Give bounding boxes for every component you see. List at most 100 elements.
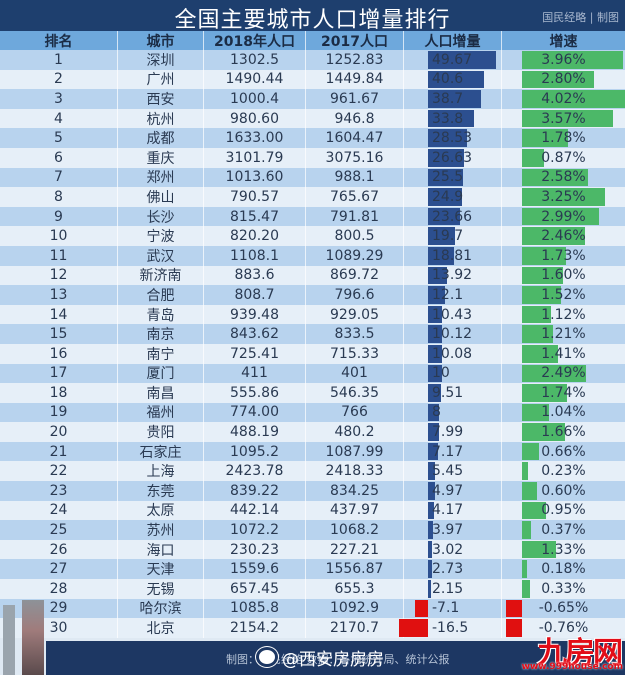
growth-bar [522, 521, 532, 539]
increase-value: 38.7 [432, 90, 464, 107]
increase-value: -7.1 [432, 600, 460, 617]
growth-bar [522, 325, 553, 343]
growth-cell: 1.66% [501, 422, 625, 442]
growth-value: 1.33% [541, 541, 586, 558]
pop2017-cell: 766 [305, 402, 403, 423]
growth-cell: 0.95% [501, 500, 625, 521]
rank-cell: 5 [54, 130, 63, 147]
growth-bar [522, 403, 549, 422]
increase-cell: 9.51 [403, 383, 501, 403]
increase-bar [428, 580, 431, 598]
growth-cell: 2.49% [501, 363, 625, 384]
pop2017-cell: 800.5 [305, 226, 403, 246]
increase-bar [428, 521, 434, 539]
pop2018-cell: 808.7 [203, 285, 305, 305]
rank-cell: 20 [49, 424, 68, 441]
rank-cell: 22 [49, 463, 68, 480]
increase-bar [428, 148, 465, 167]
growth-bar [522, 286, 561, 304]
city-cell: 合肥 [117, 285, 203, 305]
source-note: 制图：国民经略 数据：各地统计局、统计公报 [226, 653, 450, 666]
growth-bar [522, 207, 599, 226]
credit-label: 国民经略 | 制图 [542, 11, 619, 24]
growth-cell: 1.74% [501, 383, 625, 403]
column-header-pop2018: 2018年人口 [203, 31, 305, 50]
increase-bar [428, 188, 463, 206]
pop2017-cell: 961.67 [305, 89, 403, 109]
city-cell: 广州 [117, 69, 203, 90]
growth-bar [522, 51, 624, 69]
growth-cell: 0.66% [501, 441, 625, 462]
growth-bar [522, 70, 594, 89]
growth-cell: 1.21% [501, 324, 625, 344]
weibo-handle: @西安房房房 [282, 650, 384, 670]
rank-cell: 3 [54, 90, 63, 107]
table-row: 17 厦门 411 401 10 2.49% [0, 363, 625, 384]
increase-bar [428, 462, 436, 481]
increase-value: 12.1 [432, 286, 464, 303]
increase-value: 10.43 [432, 306, 473, 323]
growth-bar [522, 109, 614, 128]
pop2017-cell: 1449.84 [305, 69, 403, 90]
rank-cell: 7 [54, 169, 63, 186]
increase-bar [428, 442, 438, 461]
increase-value: 25.5 [432, 169, 464, 186]
growth-cell: 4.02% [501, 89, 625, 109]
pop2018-cell: 939.48 [203, 304, 305, 325]
growth-bar [522, 129, 568, 147]
pop2017-cell: 1092.9 [305, 598, 403, 619]
increase-bar [428, 207, 461, 226]
increase-cell: 10 [403, 363, 501, 384]
increase-bar [428, 403, 439, 422]
growth-bar [522, 188, 606, 206]
increase-value: -16.5 [432, 620, 469, 637]
increase-cell: -7.1 [403, 598, 501, 619]
table-row: 29 哈尔滨 1085.8 1092.9 -7.1 -0.65% [0, 598, 625, 619]
table-row: 18 南昌 555.86 546.35 9.51 1.74% [0, 383, 625, 403]
growth-value: 1.78% [541, 130, 586, 147]
increase-cell: 5.45 [403, 461, 501, 482]
increase-bar [428, 266, 448, 285]
city-cell: 上海 [117, 461, 203, 482]
city-cell: 长沙 [117, 206, 203, 227]
increase-cell: 25.5 [403, 167, 501, 188]
growth-cell: 1.33% [501, 539, 625, 560]
rank-cell: 27 [49, 561, 68, 578]
increase-cell: 3.02 [403, 539, 501, 560]
increase-cell: 10.12 [403, 324, 501, 344]
increase-cell: 7.99 [403, 422, 501, 442]
rank-cell: 18 [49, 384, 68, 401]
table-row: 7 郑州 1013.60 988.1 25.5 2.58% [0, 167, 625, 188]
increase-bar [428, 70, 484, 89]
pop2018-cell: 839.22 [203, 481, 305, 501]
table-row: 9 长沙 815.47 791.81 23.66 2.99% [0, 206, 625, 227]
pop2017-cell: 1068.2 [305, 520, 403, 540]
growth-cell: 0.37% [501, 520, 625, 540]
growth-cell: 2.58% [501, 167, 625, 188]
blurred-block [22, 600, 44, 675]
growth-value: 1.21% [541, 326, 586, 343]
growth-cell: 0.87% [501, 147, 625, 168]
increase-value: 7.17 [432, 443, 464, 460]
growth-value: 0.33% [541, 580, 586, 597]
growth-bar [522, 344, 559, 363]
growth-bar [522, 384, 567, 402]
increase-cell: 8 [403, 402, 501, 423]
pop2018-cell: 1095.2 [203, 441, 305, 462]
table-row: 3 西安 1000.4 961.67 38.7 4.02% [0, 89, 625, 109]
increase-bar [428, 501, 434, 520]
pop2018-cell: 1072.2 [203, 520, 305, 540]
increase-value: 13.92 [432, 267, 473, 284]
pop2018-cell: 980.60 [203, 108, 305, 129]
table-row: 16 南宁 725.41 715.33 10.08 1.41% [0, 343, 625, 364]
increase-cell: 49.67 [403, 50, 501, 70]
growth-value: 0.66% [541, 443, 586, 460]
rank-cell: 17 [49, 365, 68, 382]
increase-value: 9.51 [432, 384, 464, 401]
pop2018-cell: 1000.4 [203, 89, 305, 109]
growth-cell: 0.18% [501, 559, 625, 580]
pop2017-cell: 1556.87 [305, 559, 403, 580]
growth-bar [522, 501, 547, 520]
growth-value: 1.60% [541, 267, 586, 284]
growth-cell: 1.73% [501, 245, 625, 266]
